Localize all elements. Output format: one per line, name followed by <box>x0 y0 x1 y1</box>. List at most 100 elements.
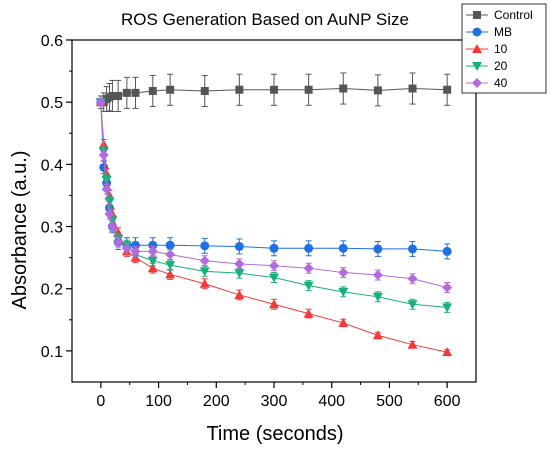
y-tick-label: 0.6 <box>41 33 63 50</box>
series-mb <box>96 97 452 260</box>
data-point <box>199 255 210 266</box>
data-point <box>338 317 349 327</box>
data-point <box>101 175 112 185</box>
x-tick-label: 100 <box>145 393 172 410</box>
data-point <box>442 347 453 357</box>
data-point <box>104 190 115 200</box>
legend-label: 10 <box>494 42 508 56</box>
data-point <box>199 278 210 288</box>
data-point <box>130 240 140 250</box>
data-point <box>147 256 158 266</box>
data-point <box>200 241 210 251</box>
legend-marker <box>472 78 482 88</box>
series-20 <box>95 98 453 313</box>
legend-label: MB <box>494 25 512 39</box>
data-point <box>108 91 117 100</box>
data-point <box>442 303 453 313</box>
data-point <box>200 86 209 95</box>
data-point <box>113 237 124 248</box>
data-point <box>165 261 176 271</box>
data-point <box>372 330 383 340</box>
data-point <box>101 184 112 195</box>
axis-ticks: 0 100 200 300 400 500 600 0.1 0.2 0.3 0.4 0.5 0.6 <box>41 33 461 410</box>
data-point <box>121 243 132 254</box>
y-tick-label: 0.2 <box>41 282 63 299</box>
series-layer <box>95 72 453 357</box>
data-point <box>199 267 210 277</box>
data-point <box>234 241 244 251</box>
data-point <box>147 246 158 257</box>
legend-marker <box>472 44 482 53</box>
data-point <box>303 263 314 274</box>
data-point <box>166 85 175 94</box>
legend-item-mb: MB <box>466 25 512 39</box>
data-point <box>165 249 176 260</box>
data-point <box>303 308 314 318</box>
data-point <box>234 289 245 299</box>
data-point <box>98 150 109 161</box>
data-point <box>269 260 279 271</box>
data-point <box>338 243 348 253</box>
y-tick-label: 0.3 <box>41 220 63 237</box>
data-point <box>101 168 112 178</box>
series-10 <box>95 97 453 357</box>
data-point <box>373 244 383 254</box>
data-point <box>148 240 158 250</box>
data-point <box>95 97 106 108</box>
legend-label: Control <box>494 8 533 22</box>
legend-label: 40 <box>494 76 508 90</box>
y-axis-label: Absorbance (a.u.) <box>9 151 31 310</box>
data-point <box>407 300 418 310</box>
data-point <box>122 88 131 97</box>
legend-item-control: Control <box>466 8 533 22</box>
legend-label: 20 <box>494 59 508 73</box>
data-point <box>304 85 313 94</box>
data-point <box>408 244 418 254</box>
data-point <box>130 246 141 257</box>
data-point <box>373 86 382 95</box>
data-point <box>269 299 279 309</box>
data-point <box>114 91 123 100</box>
data-point <box>303 281 314 291</box>
series-control <box>96 72 452 113</box>
data-point <box>131 88 140 97</box>
data-point <box>148 86 157 95</box>
y-tick-label: 0.4 <box>41 157 63 174</box>
data-point <box>234 269 245 279</box>
data-point <box>234 258 245 269</box>
data-point <box>235 85 244 94</box>
legend-marker <box>473 11 481 19</box>
data-point <box>104 197 115 207</box>
legend-marker <box>472 27 482 37</box>
legend-item-10: 10 <box>466 42 508 56</box>
data-point <box>104 209 115 220</box>
data-point <box>269 243 279 253</box>
series-line <box>100 102 448 252</box>
legend-marker <box>472 62 482 71</box>
data-point <box>442 282 453 293</box>
data-point <box>372 292 383 302</box>
data-point <box>407 273 418 284</box>
legend-item-40: 40 <box>466 76 508 90</box>
data-point <box>372 270 383 281</box>
x-axis-label: Time (seconds) <box>206 423 343 445</box>
data-point <box>408 84 417 93</box>
data-point <box>270 85 278 94</box>
chart-title: ROS Generation Based on AuNP Size <box>121 10 409 29</box>
data-point <box>107 221 118 232</box>
data-point <box>407 339 418 349</box>
y-tick-label: 0.1 <box>41 344 63 361</box>
data-point <box>338 287 349 297</box>
y-tick-label: 0.5 <box>41 95 63 112</box>
x-tick-label: 200 <box>203 393 230 410</box>
data-point <box>338 267 349 278</box>
x-tick-label: 400 <box>318 393 345 410</box>
data-point <box>269 273 279 283</box>
x-tick-label: 600 <box>434 393 461 410</box>
data-point <box>165 269 176 279</box>
data-point <box>443 85 452 94</box>
series-line <box>100 102 448 353</box>
x-tick-label: 0 <box>96 393 105 410</box>
series-40 <box>95 97 453 293</box>
